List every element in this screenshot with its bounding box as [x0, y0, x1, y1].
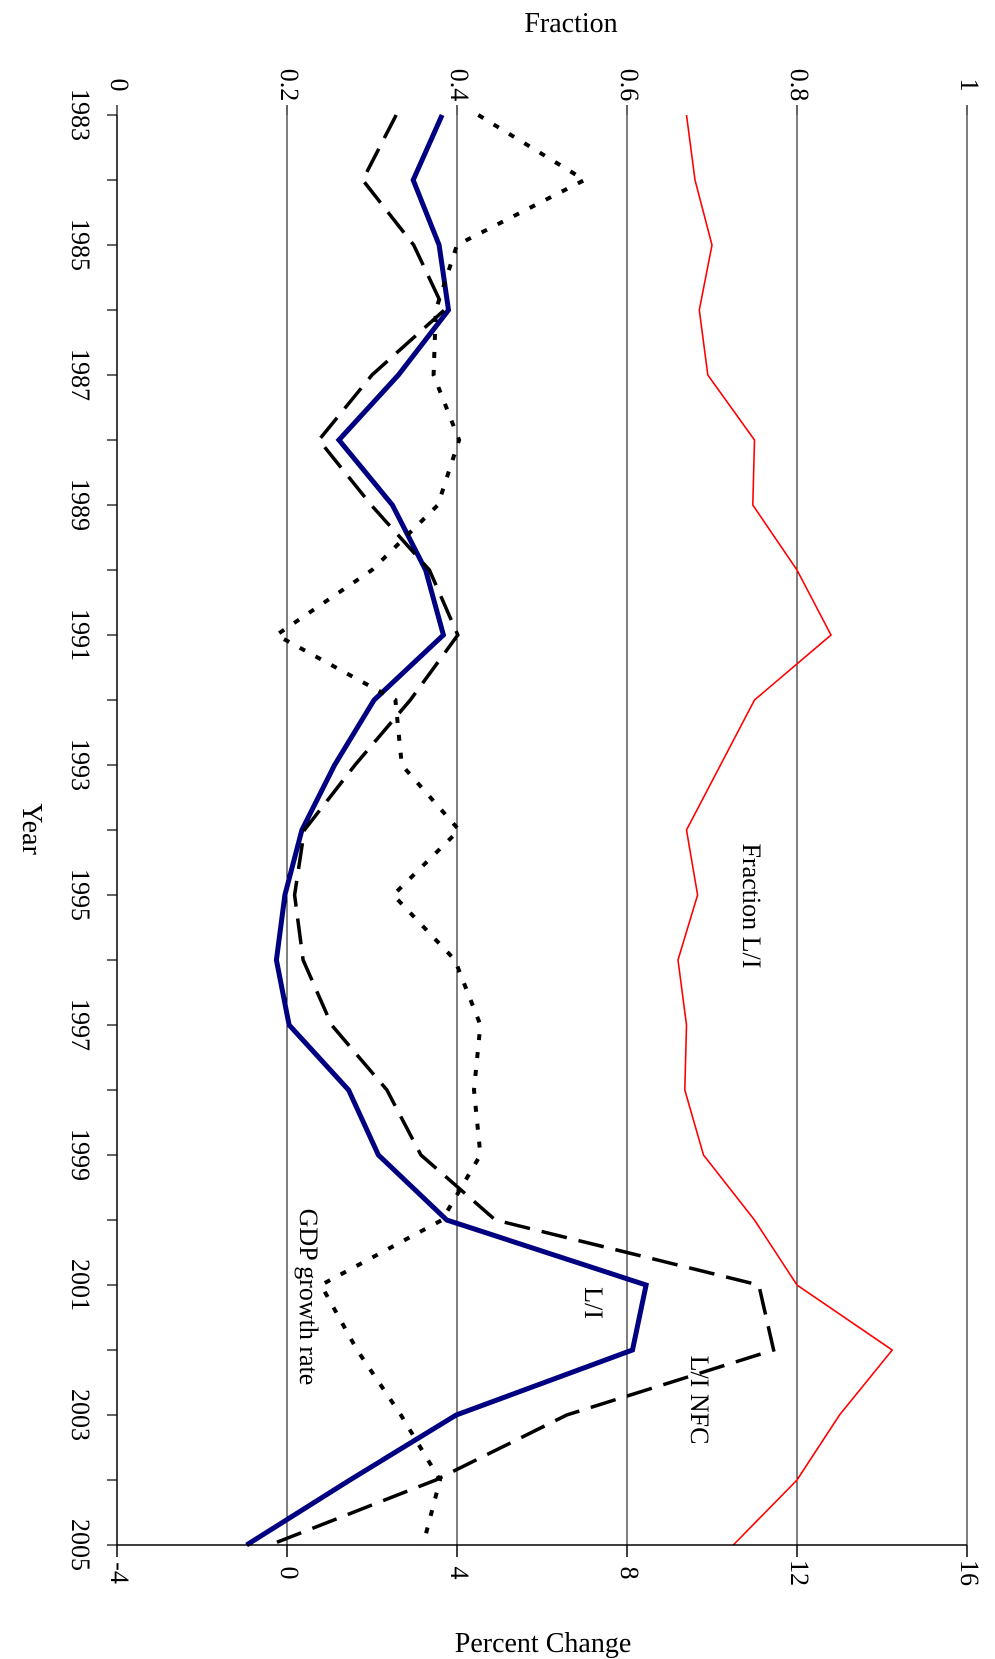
annotation-li-nfc: L/I NFC [685, 1356, 714, 1445]
y2-axis-title: Fraction [524, 8, 617, 39]
y2-tick-label: 1 [955, 79, 984, 92]
y-tick-label: 4 [445, 1567, 474, 1580]
series-3-line [677, 114, 894, 1546]
gridlines [286, 115, 968, 1545]
x-tick-label: 1999 [66, 1129, 95, 1181]
annotation-li: L/I [579, 1287, 608, 1319]
series-1-line [269, 114, 776, 1547]
x-tick-label: 1993 [66, 739, 95, 791]
series-layer [245, 113, 894, 1548]
y2-tick-label: 0.2 [275, 69, 304, 102]
ticks: -4 0 4 8 12 16 0 0.2 0.4 0.6 0.8 1 1983 1985 1987 1989 1… [66, 69, 984, 1586]
x-tick-label: 1995 [66, 869, 95, 921]
y-tick-label: 12 [785, 1560, 814, 1586]
x-tick-label: 1991 [66, 609, 95, 661]
y-tick-label: 0 [275, 1567, 304, 1580]
x-tick-label: 2003 [66, 1389, 95, 1441]
y2-tick-label: 0.6 [615, 69, 644, 102]
y2-tick-label: 0.4 [445, 69, 474, 102]
x-tick-label: 2001 [66, 1259, 95, 1311]
y2-tick-label: 0.8 [785, 69, 814, 102]
x-tick-label: 1997 [66, 999, 95, 1051]
y2-tick-label: 0 [105, 79, 134, 92]
x-tick-label: 1985 [66, 219, 95, 271]
x-tick-label: 1983 [66, 89, 95, 141]
y-tick-label: 8 [615, 1567, 644, 1580]
series-2-line [272, 113, 589, 1546]
x-tick-label: 1987 [66, 349, 95, 401]
annotation-gdp-growth-rate: GDP growth rate [294, 1209, 323, 1386]
y-tick-label: -4 [105, 1562, 134, 1584]
series-0-line [245, 113, 650, 1548]
x-axis-title: Year [16, 803, 47, 855]
y-tick-label: 16 [955, 1560, 984, 1586]
y-axis-title: Percent Change [455, 1628, 632, 1659]
annotation-fraction-li: Fraction L/I [737, 844, 766, 969]
x-tick-label: 2005 [66, 1519, 95, 1571]
x-tick-label: 1989 [66, 479, 95, 531]
